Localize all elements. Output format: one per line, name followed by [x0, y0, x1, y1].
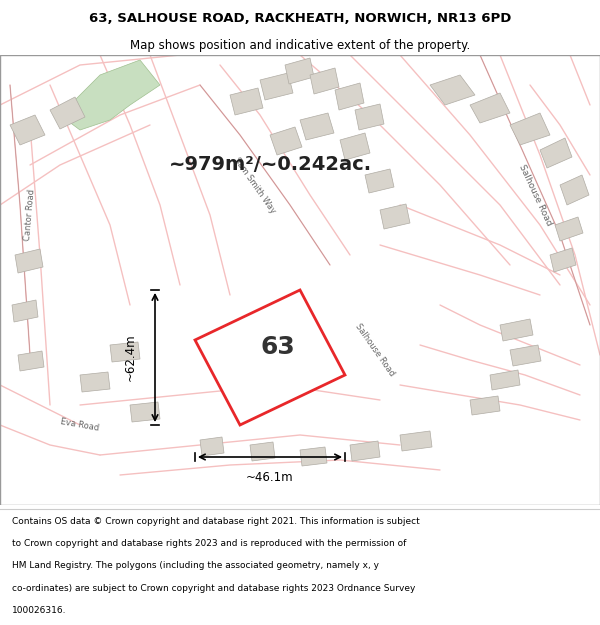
Text: Contains OS data © Crown copyright and database right 2021. This information is : Contains OS data © Crown copyright and d… [12, 517, 420, 526]
Text: Sam Smith Way: Sam Smith Way [232, 156, 278, 214]
Polygon shape [560, 175, 589, 205]
Polygon shape [195, 290, 345, 425]
Polygon shape [550, 248, 576, 272]
Polygon shape [110, 342, 140, 362]
Polygon shape [490, 370, 520, 390]
Text: HM Land Registry. The polygons (including the associated geometry, namely x, y: HM Land Registry. The polygons (includin… [12, 561, 379, 571]
Polygon shape [200, 437, 224, 456]
Text: Salhouse Road: Salhouse Road [353, 322, 397, 378]
Polygon shape [18, 351, 44, 371]
Polygon shape [270, 127, 302, 155]
Text: co-ordinates) are subject to Crown copyright and database rights 2023 Ordnance S: co-ordinates) are subject to Crown copyr… [12, 584, 415, 592]
Polygon shape [10, 115, 45, 145]
Polygon shape [510, 345, 541, 366]
Text: Salhouse Road: Salhouse Road [517, 163, 553, 227]
Polygon shape [310, 68, 339, 94]
Text: Cantor Road: Cantor Road [23, 189, 37, 241]
Polygon shape [285, 58, 314, 84]
Polygon shape [355, 104, 384, 130]
Polygon shape [350, 441, 380, 461]
Text: 63: 63 [260, 335, 295, 359]
Polygon shape [380, 204, 410, 229]
Polygon shape [300, 447, 327, 466]
Polygon shape [365, 169, 394, 193]
Polygon shape [500, 319, 533, 341]
Text: ~979m²/~0.242ac.: ~979m²/~0.242ac. [169, 156, 371, 174]
Text: 100026316.: 100026316. [12, 606, 67, 615]
Text: 63, SALHOUSE ROAD, RACKHEATH, NORWICH, NR13 6PD: 63, SALHOUSE ROAD, RACKHEATH, NORWICH, N… [89, 12, 511, 25]
Text: to Crown copyright and database rights 2023 and is reproduced with the permissio: to Crown copyright and database rights 2… [12, 539, 406, 548]
Polygon shape [15, 249, 43, 273]
Polygon shape [340, 133, 370, 160]
Polygon shape [60, 60, 160, 130]
Polygon shape [80, 372, 110, 392]
Polygon shape [260, 73, 293, 100]
Polygon shape [540, 138, 572, 168]
Polygon shape [470, 93, 510, 123]
Polygon shape [400, 431, 432, 451]
Polygon shape [430, 75, 475, 105]
Polygon shape [50, 97, 85, 129]
Polygon shape [12, 300, 38, 322]
Polygon shape [335, 83, 364, 110]
Text: Eva Road: Eva Road [60, 417, 100, 433]
Text: Map shows position and indicative extent of the property.: Map shows position and indicative extent… [130, 39, 470, 51]
Polygon shape [130, 402, 160, 422]
Polygon shape [555, 217, 583, 241]
Text: ~46.1m: ~46.1m [246, 471, 294, 484]
Text: ~62.4m: ~62.4m [124, 334, 137, 381]
Polygon shape [300, 113, 334, 140]
Polygon shape [230, 88, 263, 115]
Polygon shape [250, 442, 275, 461]
Polygon shape [470, 396, 500, 415]
Polygon shape [510, 113, 550, 145]
